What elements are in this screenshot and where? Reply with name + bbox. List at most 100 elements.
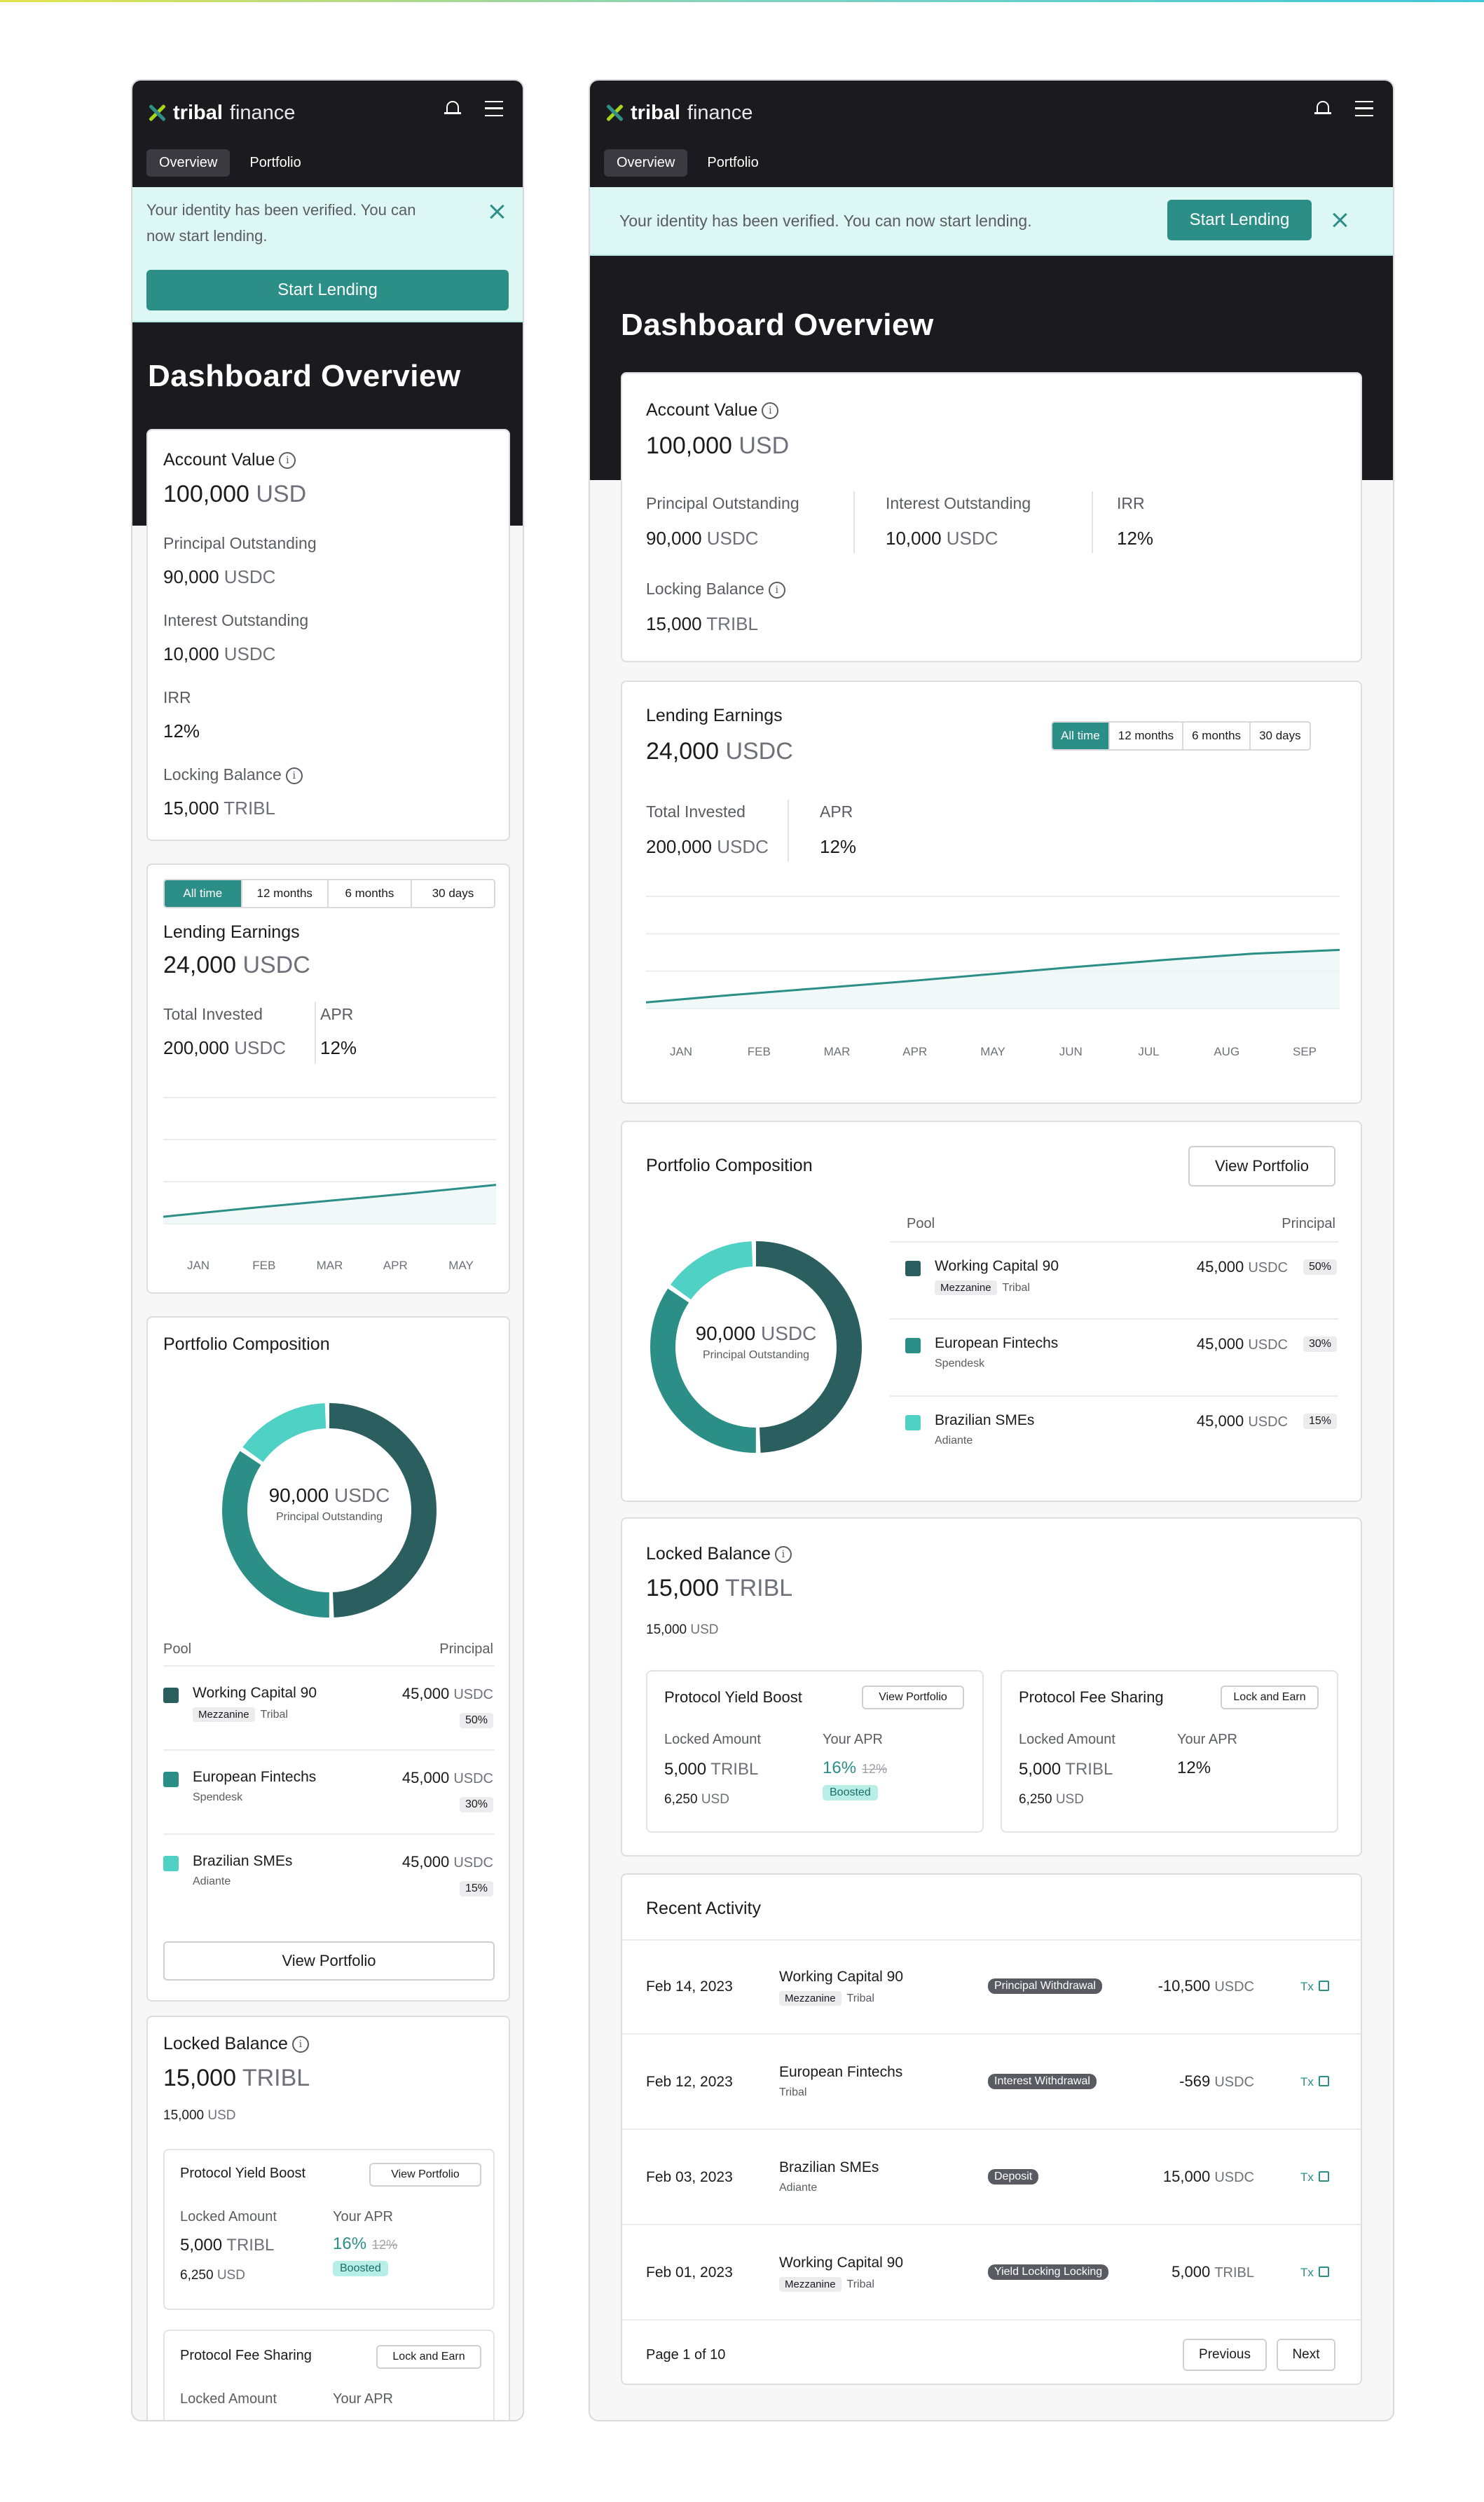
irr-label: IRR [1117, 494, 1145, 512]
donut-slice[interactable] [650, 1241, 862, 1453]
logo[interactable]: tribal finance [605, 95, 753, 131]
pool-name[interactable]: European Fintechs [193, 1769, 317, 1785]
tab-portfolio[interactable]: Portfolio [249, 155, 301, 170]
activity-type-badge: Principal Withdrawal [988, 1978, 1102, 1994]
pool-principal-number: 45,000 [401, 1769, 450, 1786]
range-30-days[interactable]: 30 days [410, 880, 494, 907]
info-icon[interactable]: i [762, 402, 779, 420]
activity-amount-number: -10,500 [1157, 1977, 1211, 1995]
tab-overview[interactable]: Overview [604, 149, 688, 177]
start-lending-button[interactable]: Start Lending [1167, 200, 1312, 240]
page-title: Dashboard Overview [148, 359, 461, 393]
pool-subtitle: Adiante [193, 1875, 231, 1888]
bell-icon[interactable] [1314, 99, 1331, 117]
boosted-badge: Boosted [333, 2261, 388, 2276]
info-icon[interactable]: i [285, 767, 303, 784]
box-amount-unit: TRIBL [1065, 1760, 1113, 1779]
interest-unit: USDC [224, 643, 276, 664]
pool-column-header: Pool [907, 1216, 935, 1231]
locked-title-text: Locked Balance [646, 1544, 771, 1564]
donut-slice[interactable] [222, 1403, 437, 1618]
range-all-time[interactable]: All time [165, 880, 241, 907]
donut-center: 90,000 USDC Principal Outstanding [221, 1484, 438, 1524]
table-row[interactable]: Feb 01, 2023 Working Capital 90 Mezzanine T… [622, 2225, 1361, 2320]
close-icon[interactable] [1332, 212, 1347, 228]
donut-center: 90,000 USDC Principal Outstanding [649, 1322, 863, 1362]
view-portfolio-button[interactable]: View Portfolio [163, 1941, 495, 1981]
pool-name[interactable]: Brazilian SMEs [193, 1853, 293, 1869]
banner-message-line: Your identity has been verified. You can [146, 201, 416, 219]
next-page-button[interactable]: Next [1277, 2339, 1335, 2371]
bell-icon[interactable] [444, 99, 461, 117]
range-all-time[interactable]: All time [1052, 723, 1108, 749]
portfolio-composition-card: Portfolio Composition 90,000 USDC Princi… [146, 1316, 510, 2002]
close-icon[interactable] [489, 204, 504, 219]
chart-x-tick-label: FEB [747, 1045, 771, 1058]
mobile-topbar: tribal finance Overview Portfolio [132, 81, 523, 187]
apr-value: 12% [820, 836, 857, 857]
table-row[interactable]: Feb 03, 2023 Brazilian SMEs Adiante Deposit… [622, 2130, 1361, 2225]
start-lending-button[interactable]: Start Lending [146, 270, 509, 310]
banner-message: Your identity has been verified. You can… [619, 212, 1032, 230]
activity-amount: 5,000 TRIBL [1172, 2263, 1254, 2281]
menu-icon[interactable] [1355, 101, 1373, 116]
donut-slice[interactable] [650, 1241, 862, 1453]
pool-principal-unit: USDC [1248, 1260, 1288, 1276]
account-value-card: Account Value i 100,000 USD Principal Out… [621, 372, 1362, 662]
activity-date: Feb 01, 2023 [646, 2264, 733, 2281]
activity-pool-name[interactable]: Working Capital 90 [779, 1969, 904, 1985]
activity-pool-name[interactable]: European Fintechs [779, 2064, 903, 2080]
divider [622, 2319, 1361, 2320]
info-icon[interactable]: i [774, 1546, 792, 1564]
previous-page-button[interactable]: Previous [1183, 2339, 1267, 2371]
donut-slice[interactable] [222, 1403, 437, 1618]
range-12-months[interactable]: 12 months [1108, 723, 1182, 749]
view-portfolio-button[interactable]: View Portfolio [1188, 1146, 1335, 1187]
menu-icon[interactable] [485, 101, 503, 116]
page-title: Dashboard Overview [621, 308, 934, 342]
pool-tag: Mezzanine [779, 1991, 841, 2006]
page-indicator: Page 1 of 10 [646, 2347, 726, 2363]
range-30-days[interactable]: 30 days [1249, 723, 1310, 749]
activity-amount: -10,500 USDC [1158, 1977, 1254, 1995]
transaction-link[interactable]: Tx [1300, 2171, 1329, 2185]
transaction-link[interactable]: Tx [1300, 2075, 1329, 2089]
tab-overview[interactable]: Overview [146, 149, 231, 177]
earnings-chart-mobile [163, 1097, 496, 1224]
table-row[interactable]: Feb 14, 2023 Working Capital 90 Mezzanine T… [622, 1939, 1361, 2035]
view-portfolio-button[interactable]: View Portfolio [369, 2163, 481, 2187]
activity-pool-name[interactable]: Brazilian SMEs [779, 2159, 879, 2175]
lock-and-earn-button[interactable]: Lock and Earn [1221, 1686, 1319, 1709]
table-row[interactable]: Feb 12, 2023 European Fintechs Tribal Inter… [622, 2035, 1361, 2130]
view-portfolio-button[interactable]: View Portfolio [862, 1686, 964, 1709]
pool-manager: Adiante [193, 1875, 231, 1887]
chart-x-tick-label: APR [383, 1259, 408, 1272]
pool-name[interactable]: Brazilian SMEs [935, 1412, 1035, 1428]
info-icon[interactable]: i [291, 2036, 309, 2053]
activity-pool-name[interactable]: Working Capital 90 [779, 2255, 904, 2271]
info-icon[interactable]: i [279, 452, 296, 470]
tab-portfolio[interactable]: Portfolio [707, 155, 759, 170]
divider [622, 1939, 1361, 1941]
total-invested-label: Total Invested [646, 802, 746, 821]
transaction-link[interactable]: Tx [1300, 2266, 1329, 2280]
lock-and-earn-button[interactable]: Lock and Earn [376, 2345, 481, 2369]
pool-name[interactable]: Working Capital 90 [193, 1685, 317, 1701]
yield-boost-box: Protocol Yield Boost View Portfolio Lock… [646, 1670, 984, 1833]
range-12-months[interactable]: 12 months [240, 880, 327, 907]
range-6-months[interactable]: 6 months [327, 880, 411, 907]
pool-name[interactable]: European Fintechs [935, 1335, 1059, 1351]
box-amount: 5,000 [1019, 1760, 1062, 1779]
principal-label: Principal Outstanding [646, 494, 799, 512]
box-usd: 6,250 [180, 2268, 214, 2283]
pool-principal-number: 45,000 [1196, 1258, 1244, 1276]
pool-name[interactable]: Working Capital 90 [935, 1258, 1059, 1274]
info-icon[interactable]: i [768, 581, 785, 599]
your-apr-label: Your APR [823, 1732, 883, 1747]
locked-title: Locked Balance i [163, 2034, 309, 2054]
logo[interactable]: tribal finance [148, 95, 295, 131]
pool-manager: Adiante [935, 1435, 973, 1447]
range-6-months[interactable]: 6 months [1182, 723, 1249, 749]
transaction-link[interactable]: Tx [1300, 1980, 1329, 1994]
locking-label: Locking Balance i [646, 580, 785, 599]
